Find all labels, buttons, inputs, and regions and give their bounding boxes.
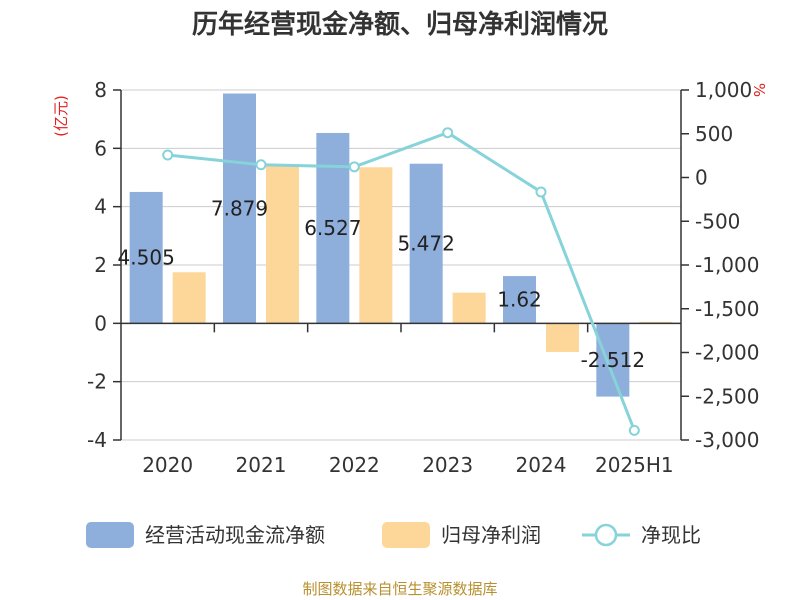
data-labels-layer: 4.505 7.879 6.527 5.472 1.62 -2.512 [118,196,646,372]
ratio-point-2020 [162,149,174,161]
legend: 经营活动现金流净额 归母净利润 净现比 [86,522,701,548]
data-label-cashflow-2020: 4.505 [118,246,175,270]
bar-netprofit-2024 [546,323,579,352]
legend-marker-ratio [594,523,618,547]
ratio-point-2023 [442,127,454,139]
left-axis-unit: (亿元) [52,95,70,137]
right-axis-tick-label: -1,500 [695,297,759,321]
data-label-cashflow-2025H1: -2.512 [581,348,645,372]
data-label-cashflow-2021: 7.879 [211,196,268,220]
bar-cashflow-2021 [223,93,256,324]
right-axis-tick-label: 500 [695,122,733,146]
bar-cashflow-2020 [129,191,163,324]
bar-netprofit-2022 [359,167,393,324]
left-axis-tick-label: 8 [94,78,107,102]
category-label-2021: 2021 [236,453,287,477]
category-label-2025H1: 2025H1 [595,453,674,477]
ratio-point-2025H1 [628,424,640,436]
legend-label-ratio: 净现比 [641,523,701,547]
category-label-2024: 2024 [516,453,567,477]
bar-cashflow-2024 [503,276,536,324]
right-axis-tick-label: -2,000 [695,341,759,365]
ratio-line [167,131,636,431]
bar-cashflow-2023 [409,163,443,324]
bar-cashflow-2025H1 [596,323,630,397]
legend-item-ratio[interactable]: 净现比 [582,523,701,547]
data-label-cashflow-2024: 1.62 [497,288,542,312]
left-axis-tick-label: -4 [87,428,107,452]
bar-netprofit-2023 [452,292,486,324]
legend-label-netprofit: 归母净利润 [441,523,541,547]
axes-layer: 8 6 4 2 0 -2 -4 1,000 500 0 -500 -1,000 -1,500 -2,000… [87,78,759,477]
left-axis-tick-label: 6 [94,136,107,160]
right-axis-tick-label: 0 [695,166,708,190]
right-axis-tick-label: -1,000 [695,253,759,277]
legend-swatch-cashflow [86,522,134,548]
left-axis-tick-label: 0 [94,311,107,335]
bars-layer [129,93,673,397]
ratio-point-2022 [348,161,360,173]
left-axis-tick-label: -2 [87,370,107,394]
data-label-cashflow-2022: 6.527 [304,216,361,240]
category-label-2022: 2022 [329,453,380,477]
ratio-point-2024 [535,186,547,198]
category-label-2023: 2023 [422,453,473,477]
ratio-point-2021 [255,159,267,171]
right-axis-tick-label: 1,000 [695,78,752,102]
category-label-2020: 2020 [142,453,193,477]
legend-swatch-netprofit [382,522,430,548]
chart-title: 历年经营现金净额、归母净利润情况 [192,9,608,40]
ratio-line-layer [162,127,640,436]
legend-label-cashflow: 经营活动现金流净额 [145,523,325,547]
data-label-cashflow-2023: 5.472 [398,232,455,256]
legend-item-cashflow[interactable]: 经营活动现金流净额 [86,522,325,548]
bar-netprofit-2020 [172,272,206,324]
data-source-note: 制图数据来自恒生聚源数据库 [302,580,497,598]
bar-netprofit-2021 [266,165,299,324]
legend-item-netprofit[interactable]: 归母净利润 [382,522,541,548]
right-axis-tick-label: -3,000 [695,428,759,452]
right-axis-tick-label: -2,500 [695,384,759,408]
left-axis-tick-label: 2 [94,253,107,277]
right-axis-unit: % [750,83,768,97]
left-axis-tick-label: 4 [94,195,107,219]
right-axis-tick-label: -500 [695,209,740,233]
